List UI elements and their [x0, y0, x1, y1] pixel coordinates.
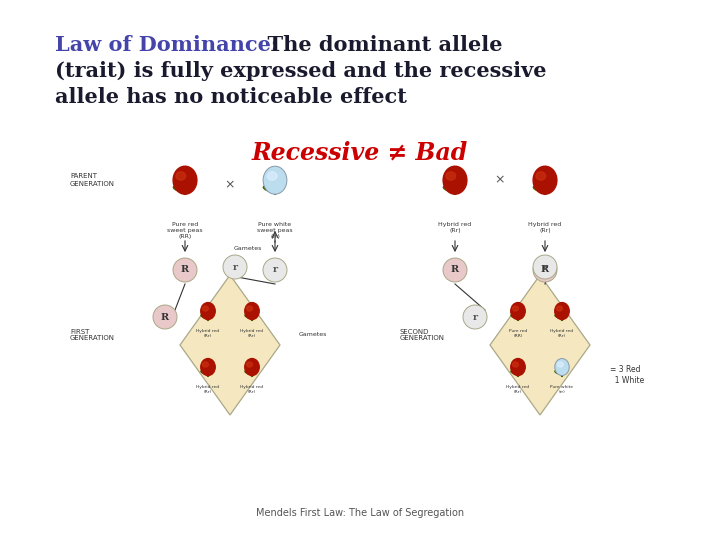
Circle shape: [263, 258, 287, 282]
Ellipse shape: [555, 315, 561, 318]
Text: Hybrid red
(Rr): Hybrid red (Rr): [197, 385, 220, 394]
Text: Hybrid red
(Rr): Hybrid red (Rr): [240, 385, 264, 394]
Ellipse shape: [513, 362, 518, 367]
Ellipse shape: [557, 362, 563, 367]
Text: R: R: [541, 266, 549, 274]
Ellipse shape: [201, 315, 207, 318]
Ellipse shape: [245, 302, 259, 320]
Text: Hybrid red
(Rr): Hybrid red (Rr): [438, 222, 472, 233]
Ellipse shape: [513, 306, 518, 311]
Ellipse shape: [534, 186, 543, 191]
Ellipse shape: [174, 186, 183, 191]
Text: Hybrid red
(Rr): Hybrid red (Rr): [528, 222, 562, 233]
Circle shape: [153, 305, 177, 329]
Ellipse shape: [557, 306, 562, 311]
Text: Hybrid red
(Rr): Hybrid red (Rr): [506, 385, 530, 394]
Text: ×: ×: [225, 179, 235, 192]
Ellipse shape: [176, 172, 186, 180]
Text: Hybrid red
(Rr): Hybrid red (Rr): [550, 329, 574, 338]
Text: Pure red
sweet peas
(RR): Pure red sweet peas (RR): [167, 222, 203, 239]
Text: Law of Dominance:: Law of Dominance:: [55, 35, 279, 55]
Ellipse shape: [510, 302, 525, 320]
Text: Recessive ≠ Bad: Recessive ≠ Bad: [252, 140, 468, 164]
Ellipse shape: [173, 166, 197, 194]
Ellipse shape: [201, 370, 207, 374]
Ellipse shape: [201, 302, 215, 320]
Text: R: R: [181, 266, 189, 274]
Ellipse shape: [245, 370, 251, 374]
Text: r: r: [233, 262, 238, 272]
Text: Pure white
sweet peas
(rr): Pure white sweet peas (rr): [257, 222, 293, 239]
Circle shape: [443, 258, 467, 282]
Ellipse shape: [201, 359, 215, 375]
Ellipse shape: [246, 362, 253, 367]
Text: Gametes: Gametes: [234, 246, 262, 251]
Text: Gametes: Gametes: [299, 333, 327, 338]
Text: R: R: [161, 313, 169, 321]
Ellipse shape: [536, 172, 546, 180]
Text: Hybrid red
(Rr): Hybrid red (Rr): [240, 329, 264, 338]
Polygon shape: [180, 275, 280, 415]
Text: SECOND
GENERATION: SECOND GENERATION: [400, 328, 445, 341]
Ellipse shape: [245, 315, 251, 318]
Text: Pure white
(rr): Pure white (rr): [550, 385, 574, 394]
Circle shape: [533, 255, 557, 279]
Ellipse shape: [510, 359, 525, 375]
Ellipse shape: [267, 172, 277, 180]
Text: Pure red
(RR): Pure red (RR): [509, 329, 527, 338]
Ellipse shape: [555, 370, 561, 374]
Text: Mendels First Law: The Law of Segregation: Mendels First Law: The Law of Segregatio…: [256, 508, 464, 518]
Ellipse shape: [202, 306, 208, 311]
Circle shape: [533, 258, 557, 282]
Ellipse shape: [443, 166, 467, 194]
Text: FIRST
GENERATION: FIRST GENERATION: [70, 328, 115, 341]
Text: (trait) is fully expressed and the recessive: (trait) is fully expressed and the reces…: [55, 61, 546, 81]
Ellipse shape: [245, 359, 259, 375]
Text: allele has no noticeable effect: allele has no noticeable effect: [55, 87, 407, 107]
Ellipse shape: [555, 359, 570, 375]
Circle shape: [173, 258, 197, 282]
Ellipse shape: [446, 172, 456, 180]
Ellipse shape: [511, 370, 516, 374]
Text: = 3 Red
  1 White: = 3 Red 1 White: [610, 365, 644, 384]
Text: The dominant allele: The dominant allele: [253, 35, 503, 55]
Ellipse shape: [246, 306, 253, 311]
Text: r: r: [472, 313, 477, 321]
Circle shape: [463, 305, 487, 329]
Text: Hybrid red
(Rr): Hybrid red (Rr): [197, 329, 220, 338]
Text: PARENT
GENERATION: PARENT GENERATION: [70, 173, 115, 186]
Ellipse shape: [263, 166, 287, 194]
Ellipse shape: [555, 302, 570, 320]
Ellipse shape: [202, 362, 208, 367]
Circle shape: [223, 255, 247, 279]
Ellipse shape: [264, 186, 273, 191]
Ellipse shape: [533, 166, 557, 194]
Ellipse shape: [511, 315, 516, 318]
Text: R: R: [451, 266, 459, 274]
Polygon shape: [490, 275, 590, 415]
Ellipse shape: [444, 186, 453, 191]
Text: r: r: [542, 262, 548, 272]
Text: r: r: [272, 266, 278, 274]
Text: ×: ×: [495, 173, 505, 186]
